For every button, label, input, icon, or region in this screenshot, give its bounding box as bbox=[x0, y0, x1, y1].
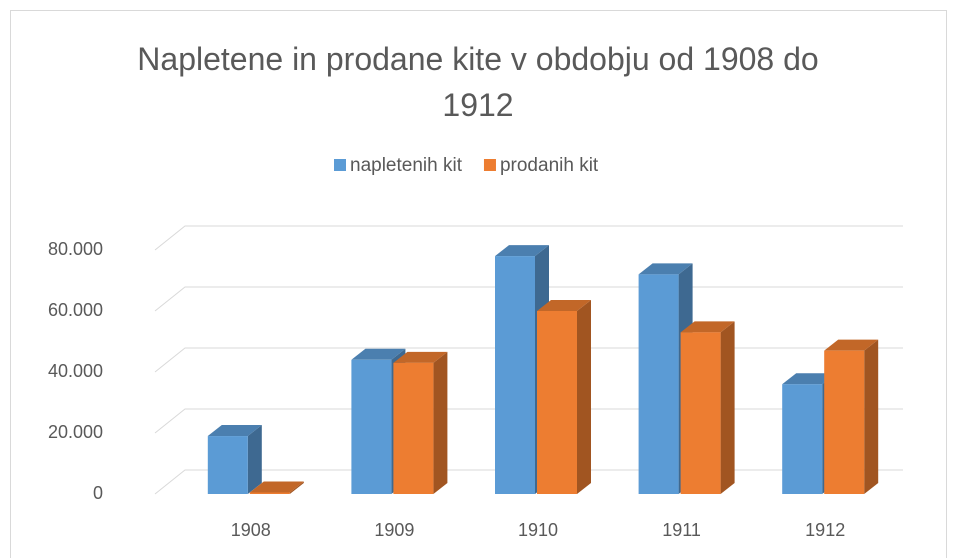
bar bbox=[207, 425, 262, 494]
bar bbox=[249, 481, 304, 494]
bar-front bbox=[638, 274, 679, 494]
bar-side bbox=[577, 300, 591, 494]
y-tick-label: 60.000 bbox=[48, 300, 103, 320]
legend-swatch bbox=[483, 159, 496, 171]
grid-line bbox=[154, 225, 903, 251]
bar-top bbox=[680, 321, 735, 333]
bar-top bbox=[495, 245, 549, 257]
bar bbox=[393, 351, 448, 494]
bar-front bbox=[782, 384, 823, 494]
x-tick-label: 1910 bbox=[518, 520, 558, 540]
chart-title: Napletene in prodane kite v obdobju od 1… bbox=[137, 41, 819, 123]
bar-top bbox=[638, 263, 693, 275]
legend-swatch bbox=[334, 159, 346, 171]
bar-front bbox=[495, 256, 535, 494]
bar-side bbox=[247, 425, 262, 494]
x-tick-label: 1908 bbox=[231, 520, 271, 540]
bar-top bbox=[207, 425, 262, 437]
bar-front bbox=[680, 332, 721, 494]
bar-front bbox=[824, 350, 865, 494]
bar-top bbox=[249, 481, 304, 493]
x-tick-label: 1912 bbox=[805, 520, 845, 540]
bar-side bbox=[864, 339, 879, 494]
y-tick-label: 80.000 bbox=[48, 239, 103, 259]
y-tick-label: 20.000 bbox=[48, 422, 103, 442]
bar-side bbox=[720, 321, 735, 494]
bar bbox=[537, 300, 591, 494]
bar-top bbox=[537, 300, 591, 311]
bar bbox=[680, 321, 735, 494]
bar-top bbox=[393, 351, 448, 363]
bar bbox=[824, 339, 879, 494]
y-tick-label: 0 bbox=[93, 483, 103, 503]
legend-label: prodanih kit bbox=[500, 155, 599, 176]
y-tick-label: 40.000 bbox=[48, 361, 103, 381]
bar-front bbox=[249, 492, 290, 494]
chart-border bbox=[10, 10, 947, 558]
bar-front bbox=[207, 436, 248, 494]
x-tick-label: 1911 bbox=[662, 520, 701, 540]
x-tick-label: 1909 bbox=[374, 520, 414, 540]
bar-top bbox=[824, 339, 879, 351]
legend-label: napletenih kit bbox=[350, 155, 463, 176]
bar-side bbox=[433, 351, 448, 494]
bar-top bbox=[782, 373, 837, 385]
bar-front bbox=[393, 362, 434, 494]
bar-side bbox=[289, 481, 304, 494]
bar-front bbox=[351, 359, 392, 494]
bar-front bbox=[537, 311, 577, 494]
bar-top bbox=[351, 348, 406, 360]
